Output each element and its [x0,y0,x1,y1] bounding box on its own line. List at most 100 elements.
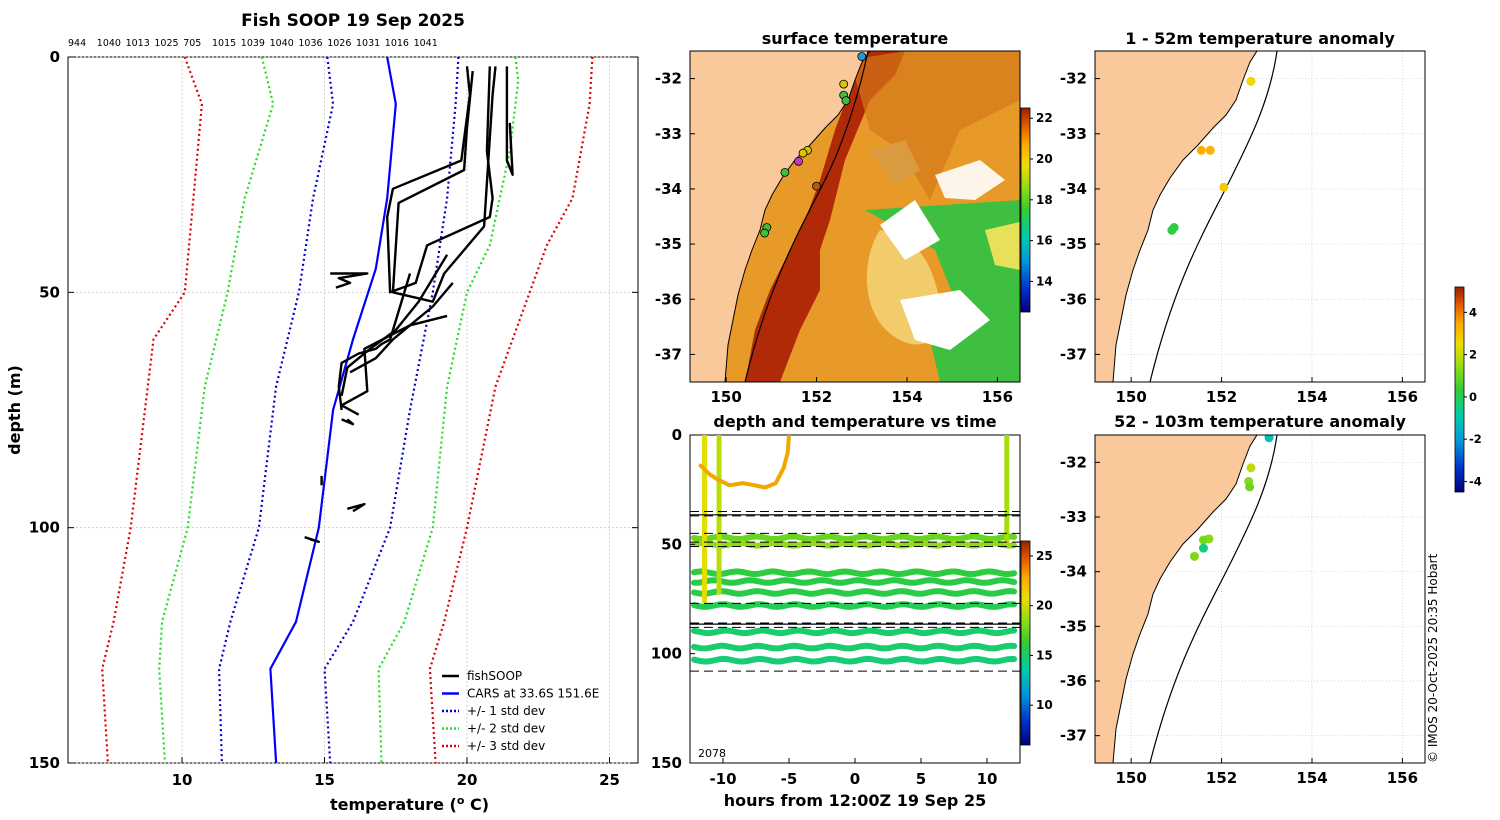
profile-series-fishsoop [391,66,497,303]
cast-id-label: 1016 [385,38,409,49]
anomaly-lower-point [1189,551,1199,561]
depth-time-band [691,627,1018,637]
anomaly-lower-point [1245,482,1255,492]
device-id: 2078 [698,747,726,760]
sst-colorbar-tick-label: 20 [1036,152,1053,166]
profile-x-tick-label: 15 [314,771,335,789]
anomaly-lower-y-tick-label: -35 [1060,617,1087,635]
anomaly-colorbar-tick-label: -2 [1469,432,1482,446]
sst-colorbar-labels: 14 16 18 20 22 [1030,111,1053,288]
sst-station [839,79,849,89]
anomaly-upper-map [1095,51,1425,382]
profile-series-sd2 [158,57,275,763]
anomaly-upper-x-tick-label: 150 [1116,388,1147,406]
depth-time-y-tick-label: 0 [672,426,682,444]
anomaly-map-upper: 1 - 52m temperature anomaly 150 152 154 156… [1060,29,1426,406]
anomaly-upper-point [1246,76,1256,86]
cast-id-label: 1015 [212,38,236,49]
depth-time-band [691,655,1018,665]
legend-label-fishsoop: fishSOOP [467,669,522,683]
sst-map-y-tick-label: -35 [655,235,682,253]
anomaly-upper-point [1205,145,1215,155]
profile-title: Fish SOOP 19 Sep 2025 [241,11,465,31]
legend-label-sd1: +/- 1 std dev [467,704,545,718]
anomaly-map-lower: 52 - 103m temperature anomaly 150 152 154 1… [1060,412,1426,787]
cast-id-label: 1039 [241,38,265,49]
anomaly-upper-point [1219,182,1229,192]
cast-id-label: 1025 [154,38,178,49]
legend-label-sd3: +/- 3 std dev [467,739,545,753]
cast-id-label: 1040 [270,38,294,49]
profile-series-cars [269,57,397,763]
anomaly-colorbar-tick-label: 2 [1469,348,1477,362]
depth-time-plot: depth and temperature vs time -10 -5 0 5 100… [651,412,1053,810]
anomaly-upper-x-tick-label: 154 [1296,388,1327,406]
cloud-mask [900,290,990,350]
anomaly-lower-tick-labels: 150 152 154 156 -32 -33 -34 -35 -36 -37 [1060,453,1418,787]
sst-map-y-tick-label: -33 [655,125,682,143]
depth-time-x-tick-label: 5 [916,770,926,788]
sst-station [780,167,790,177]
sst-map-x-tick-label: 156 [982,388,1013,406]
anomaly-colorbar-tick-label: 4 [1469,305,1477,319]
cast-id-label: 1036 [298,38,322,49]
depth-time-y-tick-label: 50 [661,535,682,553]
sst-field [690,51,1020,382]
profile-series-sd1 [218,57,335,763]
depth-time-x-tick-label: -10 [709,770,736,788]
sst-colorbar-tick-label: 14 [1036,274,1053,288]
sst-map-title: surface temperature [762,29,949,48]
cast-id-labels: 944 1040 1013 1025 705 1015 1039 1040 1036 1026 10… [68,38,438,49]
legend-label-cars: CARS at 33.6S 151.6E [467,687,599,701]
profile-y-tick-label: 50 [39,283,60,301]
anomaly-colorbar-labels: 4 2 0 -2 -4 [1464,305,1482,488]
sst-station-markers [760,52,867,238]
anomaly-upper-axes [1094,50,1426,383]
anomaly-lower-point [1198,535,1208,545]
sst-map-axes [689,50,1021,383]
depth-time-band [691,533,1018,543]
anomaly-upper-y-tick-label: -37 [1060,345,1087,363]
profile-series-fishsoop [340,314,448,416]
anomaly-lower-x-tick-label: 152 [1206,769,1237,787]
depth-time-band [691,601,1018,610]
cast-id-label: 1031 [356,38,380,49]
depth-time-band [691,588,1018,597]
depth-time-y-tick-label: 150 [651,754,682,772]
sst-station [857,52,867,61]
sst-map-x-tick-label: 150 [711,388,742,406]
cast-id-label: 1041 [414,38,438,49]
shelf-isobath [1149,435,1278,763]
anomaly-colorbar [1454,286,1465,493]
cloud-mask [880,200,940,260]
cloud-mask [935,160,1005,200]
sst-colorbar-tick-label: 22 [1036,111,1053,125]
depth-time-x-tick-label: 10 [977,770,998,788]
depth-time-x-tick-label: 0 [850,770,860,788]
credit-label: © IMOS 20-Oct-2025 20:35 Hobart [1426,553,1440,763]
profile-series-fishsoop [330,272,369,289]
sst-map-x-tick-label: 152 [801,388,832,406]
profile-series-fishsoop [386,66,494,294]
depth-time-band [691,568,1018,578]
profile-series-fishsoop [349,282,454,374]
depth-time-surface-track [698,435,791,490]
sst-colorbar [1020,107,1031,313]
depth-time-title: depth and temperature vs time [713,412,996,431]
legend-label-sd2: +/- 2 std dev [467,722,545,736]
warm-patch [985,222,1020,270]
coastline [724,51,871,382]
anomaly-upper-point [1167,225,1177,235]
sst-map-y-tick-label: -32 [655,70,682,88]
sst-map-x-tick-label: 154 [891,388,922,406]
anomaly-colorbar-tick-label: -4 [1469,474,1482,488]
depth-time-band [691,539,1018,549]
depth-time-y-tick-label: 100 [651,645,682,663]
depth-time-axes [689,434,1021,764]
anomaly-lower-y-tick-label: -33 [1060,508,1087,526]
profile-plot: Fish SOOP 19 Sep 2025 944 1040 1013 1025 705… [5,11,639,814]
anomaly-upper-title: 1 - 52m temperature anomaly [1125,29,1395,48]
sst-station [794,156,803,166]
anomaly-lower-y-tick-label: -34 [1060,563,1087,581]
